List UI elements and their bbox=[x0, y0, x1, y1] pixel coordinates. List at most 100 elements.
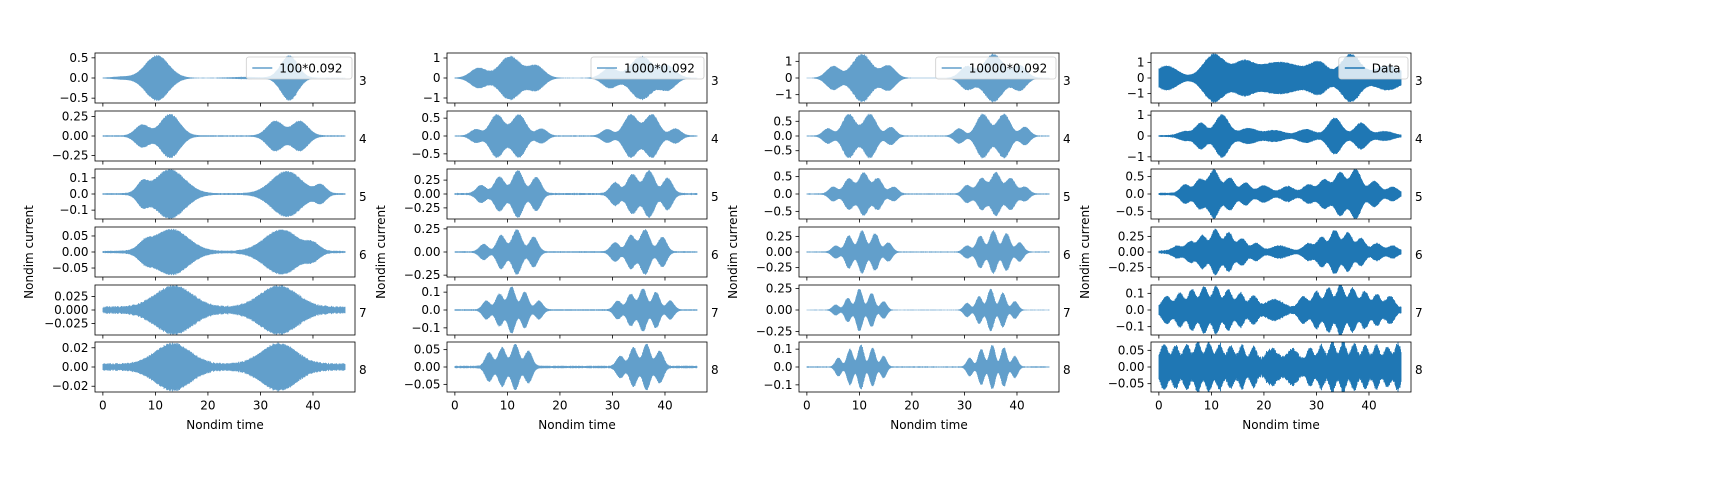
y-tick-label: −0.25 bbox=[756, 325, 793, 339]
y-tick-label: 0.25 bbox=[1118, 229, 1145, 243]
panel-harmonic-5: −0.5 0.0 0.5 5 bbox=[1115, 168, 1423, 223]
y-tick-label: 0.5 bbox=[773, 114, 792, 128]
y-tick-label: 0.25 bbox=[766, 281, 793, 295]
y-tick-label: 0 bbox=[1137, 71, 1145, 85]
x-tick-label: 20 bbox=[1256, 399, 1271, 413]
legend-entry: 10000*0.092 bbox=[969, 62, 1048, 76]
legend-box bbox=[1338, 56, 1409, 80]
y-tick-label: 0 bbox=[785, 71, 793, 85]
panel-harmonic-8: −0.05 0.00 0.05 0 10 20 30 40 8 bbox=[1108, 341, 1423, 413]
x-tick-label: 0 bbox=[99, 399, 107, 413]
x-axis-label: Nondim time bbox=[186, 418, 264, 432]
signal-trace bbox=[806, 344, 1050, 390]
panel-harmonic-7: −0.25 0.00 0.25 7 bbox=[756, 281, 1071, 338]
y-tick-label: 0.00 bbox=[414, 245, 441, 259]
subplot-column-3: −101310000*0.092−0.50.00.54−0.50.00.55−0… bbox=[726, 52, 1071, 432]
y-tick-label: 0.00 bbox=[1118, 360, 1145, 374]
signal-trace bbox=[806, 230, 1050, 274]
y-tick-label: 0.00 bbox=[414, 360, 441, 374]
x-tick-label: 40 bbox=[657, 399, 672, 413]
signal-trace bbox=[102, 228, 346, 276]
harmonic-label: 6 bbox=[711, 248, 719, 262]
y-tick-label: 0.25 bbox=[414, 222, 441, 236]
y-tick-label: 0.0 bbox=[421, 303, 440, 317]
x-axis-label: Nondim time bbox=[538, 418, 616, 432]
y-tick-label: −0.25 bbox=[756, 261, 793, 275]
y-tick-label: 0.1 bbox=[1125, 286, 1144, 300]
x-tick-label: 40 bbox=[1009, 399, 1024, 413]
harmonic-label: 4 bbox=[1063, 132, 1071, 146]
panel-harmonic-3: −1 0 1 3 10000*0.092 bbox=[775, 52, 1071, 107]
y-tick-label: 0.025 bbox=[54, 289, 88, 303]
x-tick-label: 10 bbox=[148, 399, 163, 413]
y-tick-label: 0.05 bbox=[1118, 343, 1145, 357]
y-tick-label: 0.00 bbox=[62, 360, 89, 374]
y-tick-label: 0.0 bbox=[773, 129, 792, 143]
signal-trace bbox=[454, 229, 698, 275]
panel-harmonic-6: −0.25 0.00 0.25 6 bbox=[756, 226, 1071, 281]
y-axis-label: Nondim current bbox=[1078, 205, 1092, 299]
legend: Data bbox=[1338, 56, 1409, 80]
signal-trace bbox=[454, 286, 698, 334]
panel-harmonic-6: −0.25 0.00 0.25 6 bbox=[404, 222, 719, 282]
signal-trace bbox=[1158, 169, 1402, 219]
harmonic-label: 7 bbox=[711, 306, 719, 320]
y-tick-label: −1 bbox=[1127, 150, 1145, 164]
y-tick-label: −0.05 bbox=[404, 377, 441, 391]
y-tick-label: −0.025 bbox=[44, 317, 88, 331]
y-tick-label: 0.0 bbox=[69, 71, 88, 85]
y-tick-label: 0.5 bbox=[773, 170, 792, 184]
y-tick-label: −0.5 bbox=[411, 147, 440, 161]
x-axis-label: Nondim time bbox=[1242, 418, 1320, 432]
signal-trace bbox=[102, 114, 346, 158]
y-tick-label: −0.1 bbox=[59, 203, 88, 217]
harmonic-label: 8 bbox=[1415, 363, 1423, 377]
signal-trace bbox=[454, 343, 698, 391]
harmonic-label: 4 bbox=[359, 132, 367, 146]
y-tick-label: 1 bbox=[785, 54, 793, 68]
y-tick-label: 0.0 bbox=[421, 129, 440, 143]
legend: 100*0.092 bbox=[245, 56, 353, 80]
harmonic-label: 4 bbox=[1415, 132, 1423, 146]
signal-trace bbox=[806, 288, 1050, 332]
legend-box bbox=[590, 56, 705, 80]
panel-harmonic-5: −0.250.000.25 5 bbox=[404, 168, 719, 223]
harmonic-label: 5 bbox=[1415, 190, 1423, 204]
panel-harmonic-8: −0.05 0.00 0.05 0 10 20 30 40 8 bbox=[404, 341, 719, 413]
x-tick-label: 20 bbox=[904, 399, 919, 413]
legend-entry: 100*0.092 bbox=[279, 62, 342, 76]
panel-harmonic-6: −0.05 0.00 0.05 6 bbox=[52, 226, 367, 281]
panel-harmonic-4: −0.50.00.54 bbox=[411, 110, 719, 165]
harmonic-label: 5 bbox=[359, 190, 367, 204]
x-tick-label: 30 bbox=[605, 399, 620, 413]
y-tick-label: 0.02 bbox=[62, 341, 89, 355]
panel-harmonic-7: −0.1 0.0 0.1 7 bbox=[411, 284, 719, 339]
y-axis-label: Nondim current bbox=[22, 205, 36, 299]
y-tick-label: −1 bbox=[775, 88, 793, 102]
panel-harmonic-5: −0.1 0.0 0.1 5 bbox=[59, 168, 367, 223]
y-tick-label: 0.0 bbox=[773, 360, 792, 374]
y-axis-label: Nondim current bbox=[726, 205, 740, 299]
panel-harmonic-4: −0.50.00.54 bbox=[763, 110, 1071, 165]
y-tick-label: −0.5 bbox=[59, 91, 88, 105]
y-tick-label: 0.05 bbox=[62, 229, 89, 243]
harmonic-label: 5 bbox=[1063, 190, 1071, 204]
panel-harmonic-6: −0.25 0.00 0.25 6 bbox=[1108, 226, 1423, 281]
y-tick-label: 0.00 bbox=[766, 303, 793, 317]
y-tick-label: −1 bbox=[423, 91, 441, 105]
y-tick-label: 0.25 bbox=[414, 173, 441, 187]
y-tick-label: 0.05 bbox=[414, 343, 441, 357]
y-tick-label: −0.05 bbox=[52, 261, 89, 275]
harmonic-label: 3 bbox=[1415, 74, 1423, 88]
y-tick-label: 0.5 bbox=[421, 111, 440, 125]
panel-harmonic-8: −0.1 0.0 0.1 0 10 20 30 40 8 bbox=[763, 341, 1071, 413]
x-tick-label: 40 bbox=[305, 399, 320, 413]
y-tick-label: −0.05 bbox=[1108, 377, 1145, 391]
y-tick-label: 0.25 bbox=[766, 229, 793, 243]
y-tick-label: 1 bbox=[1137, 55, 1145, 69]
y-tick-label: 0.00 bbox=[414, 187, 441, 201]
y-tick-label: 1 bbox=[1137, 108, 1145, 122]
signal-trace bbox=[1158, 114, 1402, 158]
